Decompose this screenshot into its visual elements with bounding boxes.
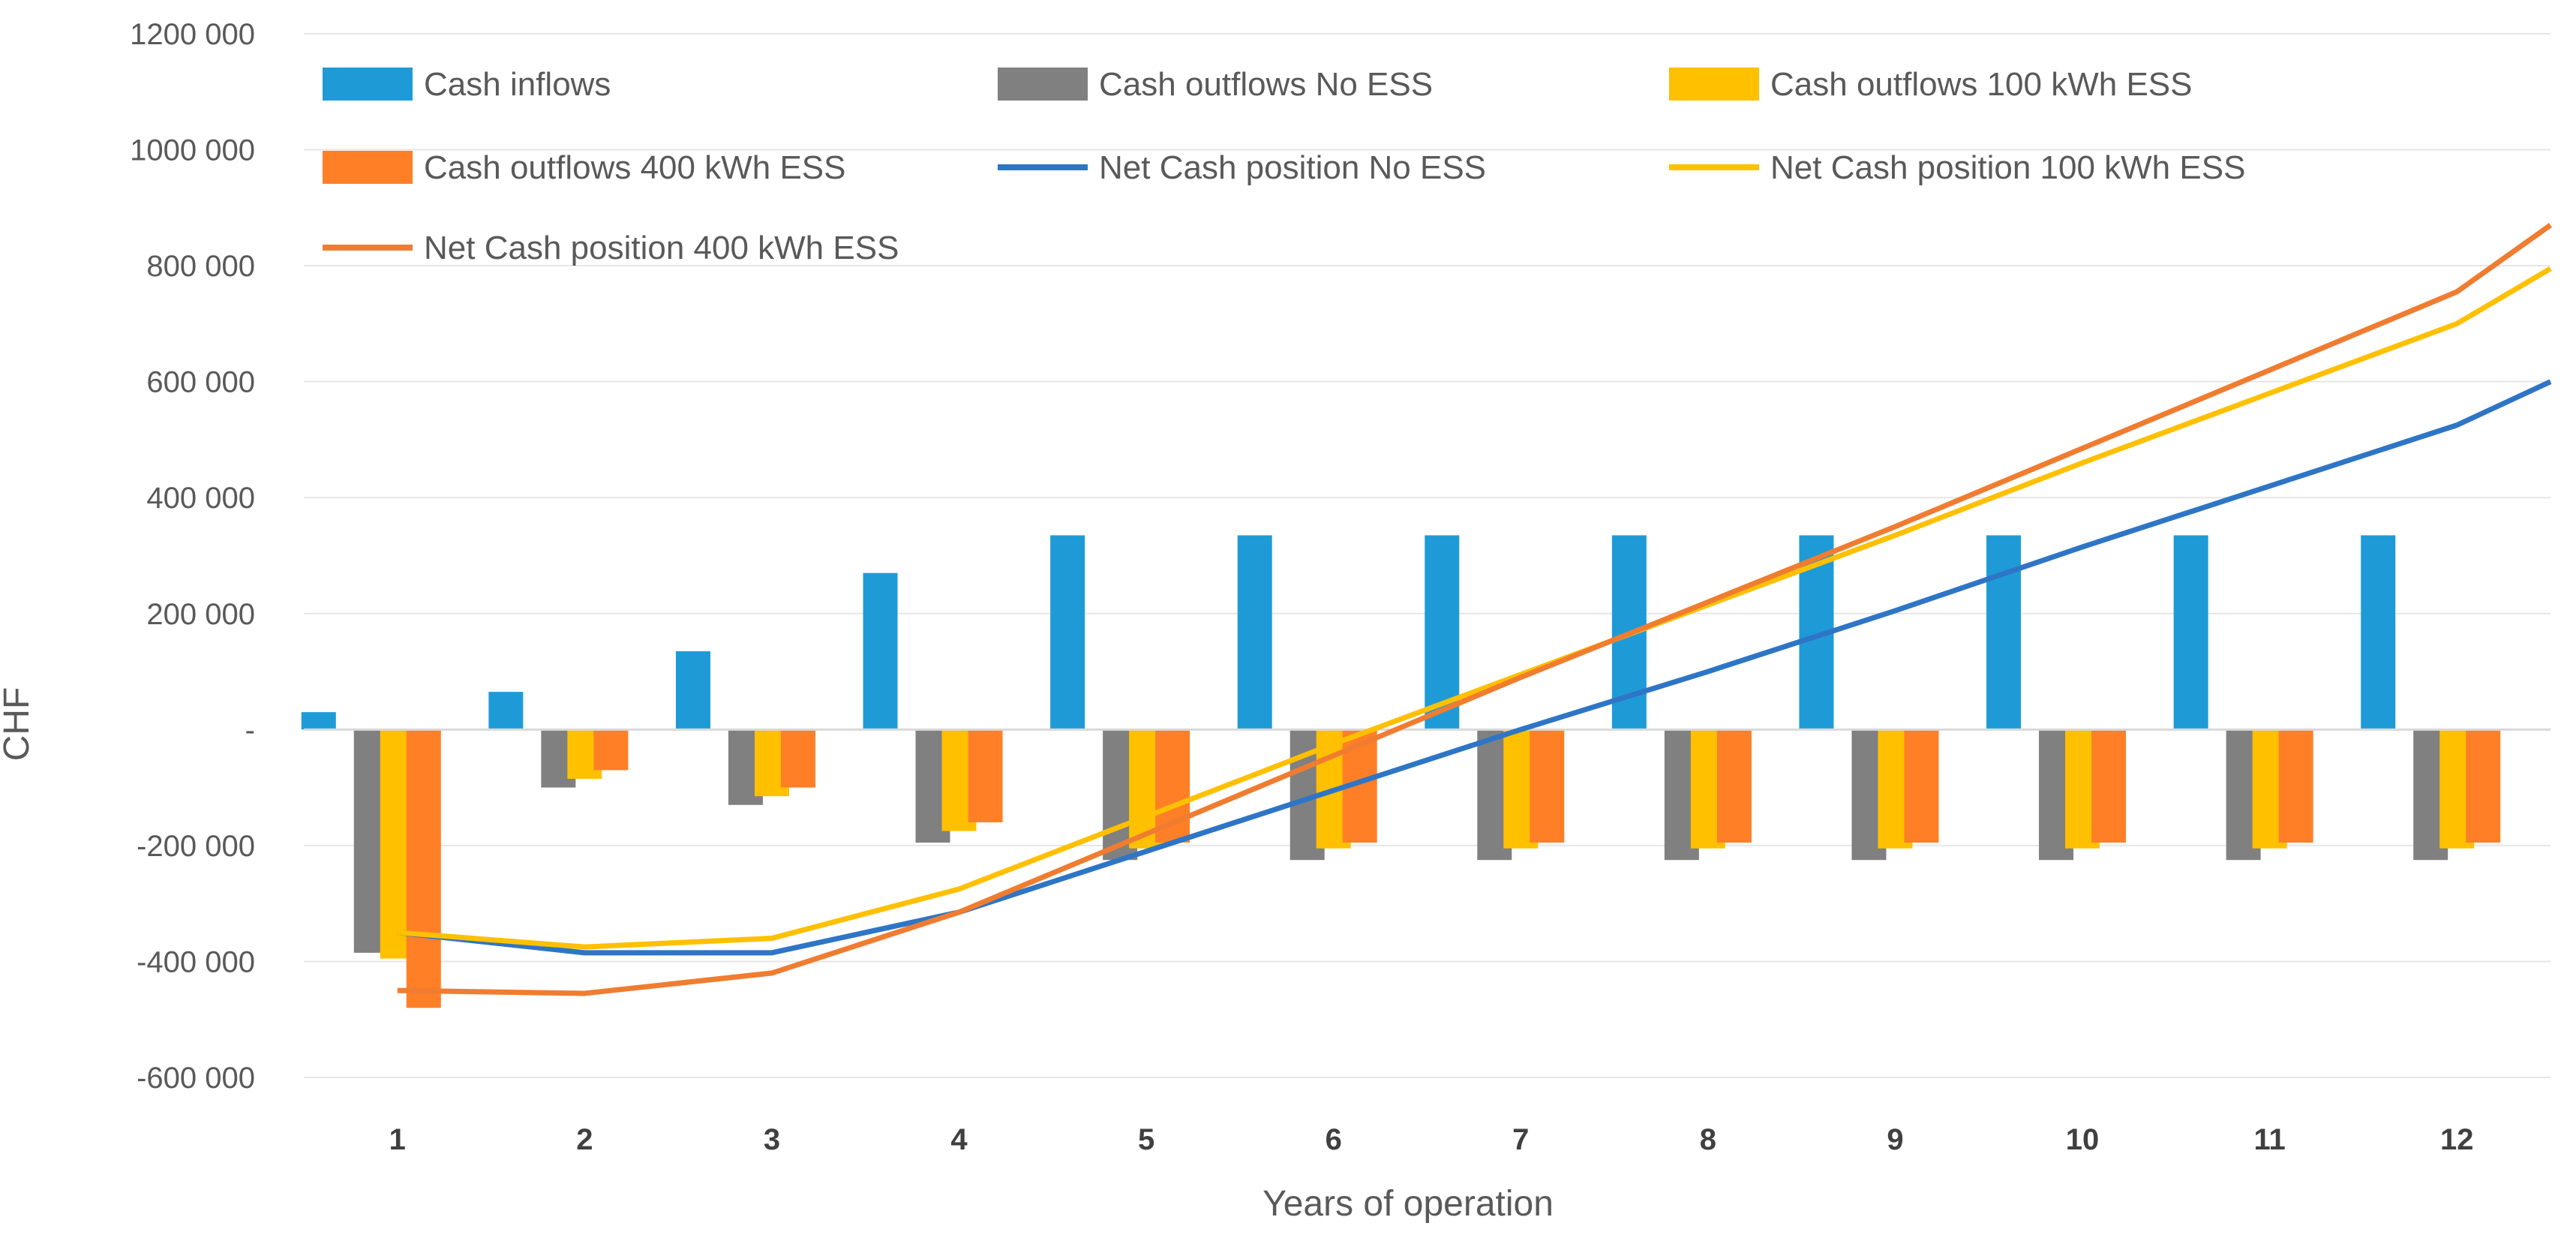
bar-cash-outflows-400-kwh-ess-2 — [593, 729, 629, 771]
legend: Cash inflows Cash outflows No ESS Cash out… — [323, 66, 2245, 266]
bar-cash-inflows-10 — [1986, 535, 2022, 730]
bar-cash-outflows-400-kwh-ess-10 — [2091, 729, 2127, 843]
y-tick-label: -400 000 — [137, 945, 255, 978]
line-net-cash-position-400-kwh-ess — [397, 223, 2553, 996]
net-cash-lines — [397, 223, 2553, 996]
x-tick-label: 10 — [2066, 1123, 2100, 1156]
y-tick-label: 1000 000 — [130, 134, 255, 167]
bar-cash-inflows-1 — [301, 712, 336, 730]
legend-label-cash-outflows-no-ess: Cash outflows No ESS — [1099, 66, 1433, 103]
x-tick-label: 8 — [1700, 1123, 1716, 1156]
x-tick-label: 4 — [950, 1123, 968, 1156]
line-net-cash-position-100-kwh-ess — [397, 266, 2552, 950]
x-tick-label: 6 — [1326, 1123, 1342, 1156]
x-tick-label: 11 — [2253, 1123, 2285, 1156]
x-tick-label: 1 — [389, 1123, 406, 1156]
bar-cash-outflows-400-kwh-ess-12 — [2466, 729, 2501, 843]
legend-swatch-cash-inflows — [323, 68, 413, 101]
y-tick-label: 800 000 — [146, 250, 255, 283]
bar-cash-outflows-400-kwh-ess-3 — [780, 729, 815, 788]
x-tick-label: 3 — [764, 1123, 780, 1156]
x-tick-label: 2 — [576, 1123, 593, 1156]
y-axis-title: CHF — [0, 687, 37, 762]
legend-swatch-cash-outflows-400-kwh-ess — [323, 151, 413, 184]
bar-cash-inflows-5 — [1050, 535, 1085, 730]
y-tick-label: -600 000 — [137, 1062, 255, 1095]
y-tick-label: 200 000 — [146, 598, 255, 631]
legend-label-cash-outflows-100-kwh-ess: Cash outflows 100 kWh ESS — [1770, 66, 2192, 103]
bar-cash-outflows-400-kwh-ess-11 — [2278, 729, 2313, 843]
bar-cash-outflows-400-kwh-ess-9 — [1904, 729, 1939, 843]
y-tick-label: 1200 000 — [130, 18, 255, 51]
bar-cash-outflows-400-kwh-ess-4 — [968, 729, 1003, 822]
bars — [301, 535, 2501, 1008]
x-axis-title: Years of operation — [1262, 1184, 1554, 1224]
bar-cash-inflows-11 — [2173, 535, 2208, 730]
bar-cash-inflows-2 — [488, 692, 524, 730]
x-tick-label: 5 — [1138, 1123, 1154, 1156]
line-net-cash-position-no-ess — [397, 379, 2552, 956]
x-tick-label: 9 — [1887, 1123, 1903, 1156]
bar-cash-outflows-400-kwh-ess-8 — [1716, 729, 1752, 843]
legend-swatch-cash-outflows-no-ess — [998, 68, 1088, 101]
y-tick-label: 400 000 — [146, 482, 255, 515]
legend-label-net-cash-position-400-kwh-ess: Net Cash position 400 kWh ESS — [424, 230, 899, 266]
x-tick-label: 12 — [2440, 1123, 2474, 1156]
legend-label-net-cash-position-no-ess: Net Cash position No ESS — [1099, 149, 1486, 186]
y-axis-ticks: 1200 000 1000 000 800 000 600 000 400 000 200… — [130, 18, 255, 1095]
x-tick-label: 7 — [1512, 1123, 1529, 1156]
x-axis-ticks: 1 2 3 4 5 6 7 8 9 10 11 12 — [389, 1123, 2474, 1156]
bar-cash-inflows-4 — [863, 572, 898, 730]
legend-label-net-cash-position-100-kwh-ess: Net Cash position 100 kWh ESS — [1770, 149, 2245, 186]
legend-swatch-cash-outflows-100-kwh-ess — [1669, 68, 1759, 101]
bar-cash-inflows-6 — [1237, 535, 1272, 730]
legend-label-cash-inflows: Cash inflows — [424, 66, 611, 103]
y-tick-label: 600 000 — [146, 366, 255, 399]
bar-cash-inflows-12 — [2361, 535, 2396, 730]
bar-cash-outflows-400-kwh-ess-7 — [1530, 729, 1565, 843]
bar-cash-outflows-400-kwh-ess-1 — [406, 729, 441, 1008]
y-tick-label: - — [245, 714, 255, 747]
y-tick-label: -200 000 — [137, 830, 255, 863]
legend-label-cash-outflows-400-kwh-ess: Cash outflows 400 kWh ESS — [424, 149, 845, 186]
bar-cash-inflows-3 — [675, 651, 710, 730]
